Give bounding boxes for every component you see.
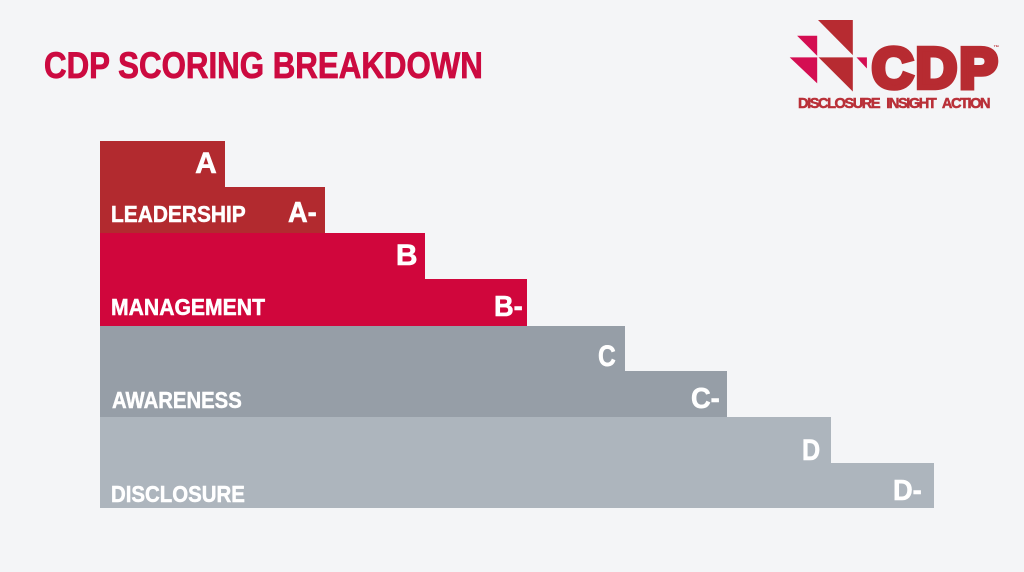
svg-text:CDP: CDP [872,37,1000,101]
svg-text:™: ™ [994,45,1000,51]
svg-text:DISCLOSURE INSIGHT ACTION: DISCLOSURE INSIGHT ACTION [798,96,990,112]
